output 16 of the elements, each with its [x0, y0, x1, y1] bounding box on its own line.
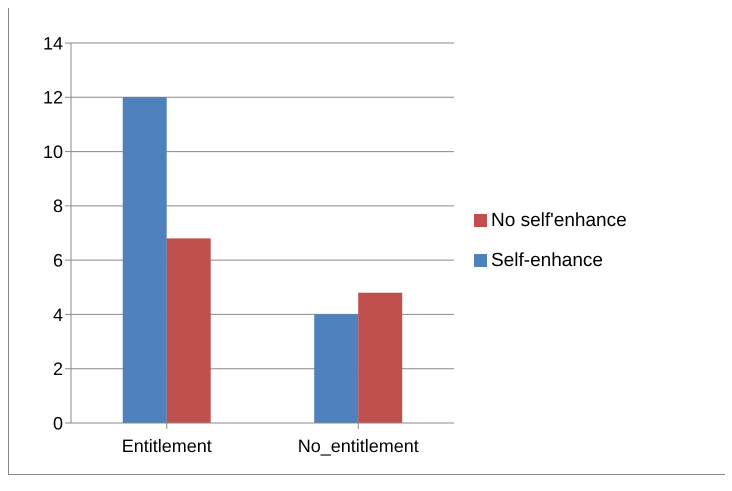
legend-label: Self-enhance — [491, 250, 603, 270]
x-tick-label: No_entitlement — [298, 436, 419, 456]
legend-label: No self'enhance — [491, 210, 627, 230]
bar — [358, 292, 402, 423]
y-tick-label: 6 — [52, 250, 63, 271]
y-tick-label: 10 — [42, 142, 63, 162]
y-tick-label: 12 — [42, 88, 63, 108]
bar — [122, 97, 167, 423]
y-tick-label: 8 — [52, 196, 63, 216]
y-tick-label: 14 — [42, 33, 63, 54]
y-tick-label: 0 — [52, 413, 63, 434]
y-tick-label: 2 — [52, 359, 63, 380]
y-tick-label: 4 — [52, 304, 63, 325]
x-tick-label: Entitlement — [122, 436, 212, 456]
bar — [314, 314, 358, 423]
bar — [166, 238, 211, 423]
